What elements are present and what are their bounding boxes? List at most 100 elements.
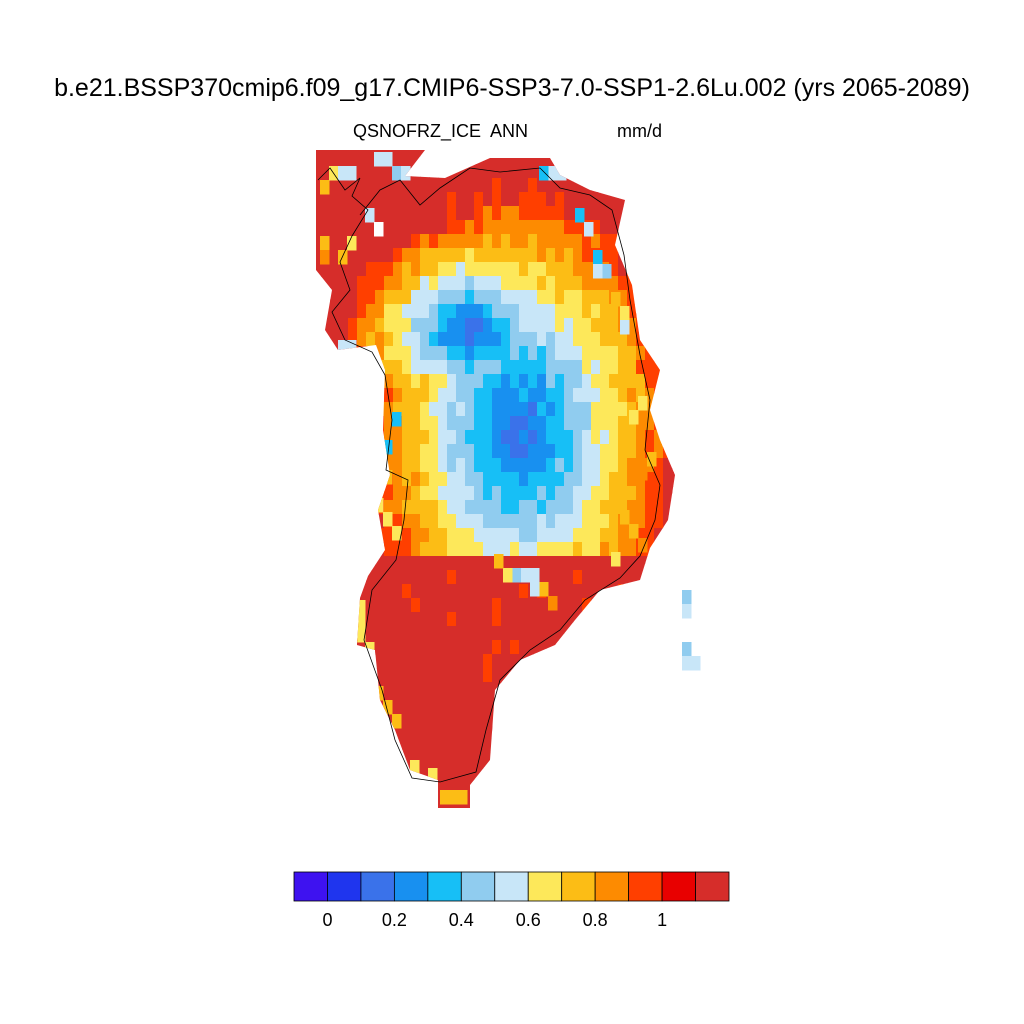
grid-cell	[682, 656, 692, 671]
grid-cell	[483, 318, 493, 333]
grid-cell	[465, 486, 475, 501]
grid-cell	[438, 248, 448, 263]
grid-cell	[393, 500, 403, 515]
grid-cell	[429, 556, 439, 571]
grid-cell	[393, 640, 403, 655]
grid-cell	[393, 472, 403, 487]
colorbar-box	[427, 871, 462, 902]
grid-cell	[357, 332, 367, 347]
grid-cell	[501, 388, 511, 403]
grid-cell	[474, 374, 484, 389]
grid-cell	[510, 430, 520, 445]
grid-cell	[348, 332, 358, 347]
grid-cell	[348, 206, 358, 221]
grid-cell	[447, 780, 457, 795]
grid-cell	[582, 416, 592, 431]
grid-cell	[501, 486, 511, 501]
grid-cell	[411, 528, 421, 543]
grid-cell	[492, 486, 502, 501]
grid-cell	[456, 570, 466, 585]
grid-cell	[393, 514, 403, 529]
grid-cell	[402, 416, 412, 431]
grid-cell	[682, 642, 692, 657]
grid-cell	[375, 612, 385, 627]
grid-cell	[501, 234, 511, 249]
grid-cell	[564, 416, 574, 431]
grid-cell	[682, 590, 692, 605]
grid-cell	[347, 166, 357, 181]
grid-cell	[492, 318, 502, 333]
grid-cell	[510, 332, 520, 347]
grid-cell	[411, 570, 421, 585]
grid-cell	[528, 612, 538, 627]
grid-cell	[384, 528, 394, 543]
grid-cell	[456, 444, 466, 459]
grid-cell	[591, 556, 601, 571]
grid-cell	[510, 360, 520, 375]
grid-cell	[519, 514, 529, 529]
grid-cell	[438, 178, 448, 193]
grid-cell	[339, 276, 349, 291]
grid-cell	[384, 668, 394, 683]
grid-cell	[321, 262, 331, 277]
grid-cell	[600, 514, 610, 529]
grid-cell	[564, 458, 574, 473]
grid-cell	[402, 500, 412, 515]
grid-cell	[645, 444, 655, 459]
grid-cell	[474, 206, 484, 221]
grid-cell	[492, 416, 502, 431]
grid-cell	[645, 374, 655, 389]
grid-cell	[645, 388, 655, 403]
grid-cell	[537, 304, 547, 319]
grid-cell	[528, 388, 538, 403]
grid-cell	[375, 192, 385, 207]
grid-cell	[429, 458, 439, 473]
grid-cell	[611, 552, 621, 567]
grid-cell	[483, 360, 493, 375]
grid-cell	[555, 374, 565, 389]
grid-cell	[474, 416, 484, 431]
grid-cell	[438, 780, 448, 795]
grid-cell	[537, 318, 547, 333]
grid-cell	[546, 304, 556, 319]
grid-cell	[402, 570, 412, 585]
grid-cell	[456, 682, 466, 697]
grid-cell	[636, 416, 646, 431]
grid-cell	[420, 360, 430, 375]
grid-cell	[392, 412, 402, 427]
grid-cell	[510, 486, 520, 501]
grid-cell	[465, 248, 475, 263]
grid-cell	[348, 276, 358, 291]
grid-cell	[348, 150, 358, 165]
grid-cell	[501, 556, 511, 571]
grid-cell	[537, 430, 547, 445]
grid-cell	[618, 360, 628, 375]
grid-cell	[582, 458, 592, 473]
grid-cell	[555, 388, 565, 403]
grid-cell	[618, 416, 628, 431]
grid-cell	[609, 472, 619, 487]
grid-cell	[582, 262, 592, 277]
grid-cell	[420, 668, 430, 683]
grid-cell	[483, 542, 493, 557]
grid-cell	[510, 584, 520, 599]
colorbar-box	[695, 871, 730, 902]
grid-cell	[582, 444, 592, 459]
grid-cell	[492, 206, 502, 221]
grid-cell	[546, 276, 556, 291]
grid-cell	[456, 220, 466, 235]
grid-cell	[438, 724, 448, 739]
grid-cell	[501, 654, 511, 669]
grid-cell	[384, 388, 394, 403]
grid-cell	[338, 250, 348, 265]
grid-cell	[384, 486, 394, 501]
grid-cell	[474, 332, 484, 347]
grid-cell	[465, 612, 475, 627]
grid-cell	[411, 696, 421, 711]
grid-cell	[456, 668, 466, 683]
grid-cell	[564, 178, 574, 193]
grid-cell	[537, 570, 547, 585]
grid-cell	[492, 528, 502, 543]
grid-cell	[573, 416, 583, 431]
grid-cell	[411, 598, 421, 613]
